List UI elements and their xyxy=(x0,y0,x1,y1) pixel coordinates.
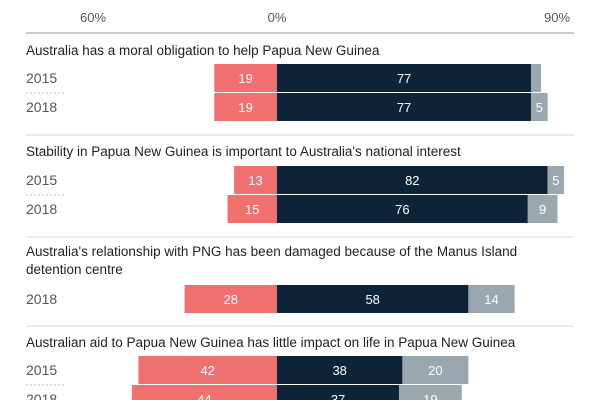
bar-label-agree: 58 xyxy=(365,292,379,307)
bar-label-disagree: 19 xyxy=(238,100,252,115)
year-label: 2018 xyxy=(26,291,57,307)
bar-label-disagree: 15 xyxy=(245,202,259,217)
question-title: Stability in Papua New Guinea is importa… xyxy=(26,144,461,159)
bar-label-disagree: 28 xyxy=(224,292,238,307)
bar-agree xyxy=(277,64,532,92)
bar-neither xyxy=(531,64,541,92)
bar-neither xyxy=(468,285,515,313)
bar-agree xyxy=(277,285,469,313)
year-label: 2015 xyxy=(26,362,57,378)
bar-label-agree: 38 xyxy=(332,363,346,378)
bar-agree xyxy=(277,93,532,121)
bar-label-neither: 19 xyxy=(423,392,437,400)
x-tick-label: 90% xyxy=(544,10,570,25)
bar-label-agree: 77 xyxy=(397,71,411,86)
bar-label-disagree: 42 xyxy=(200,363,214,378)
bar-label-disagree: 19 xyxy=(238,71,252,86)
question-title: Australia has a moral obligation to help… xyxy=(26,43,380,58)
bar-agree xyxy=(277,385,400,400)
bar-neither xyxy=(399,385,462,400)
bar-agree xyxy=(277,166,548,194)
question-title: Australia's relationship with PNG has be… xyxy=(26,244,517,259)
bar-agree xyxy=(277,195,528,223)
bar-label-agree: 82 xyxy=(405,173,419,188)
bar-label-neither: 5 xyxy=(552,173,559,188)
year-label: 2018 xyxy=(26,201,57,217)
bar-label-neither: 20 xyxy=(428,363,442,378)
bar-label-disagree: 13 xyxy=(248,173,262,188)
bar-agree xyxy=(277,356,403,384)
bar-disagree xyxy=(227,195,277,223)
bar-label-agree: 76 xyxy=(395,202,409,217)
bar-neither xyxy=(547,166,565,194)
bar-neither xyxy=(402,356,469,384)
bar-label-neither: 5 xyxy=(536,100,543,115)
bar-disagree xyxy=(214,93,277,121)
year-label: 2015 xyxy=(26,70,57,86)
bar-neither xyxy=(531,93,548,121)
bar-disagree xyxy=(214,64,277,92)
bar-disagree xyxy=(234,166,277,194)
x-tick-label: 0% xyxy=(268,10,287,25)
bar-disagree xyxy=(184,285,277,313)
bar-label-disagree: 44 xyxy=(197,392,211,400)
question-title: detention centre xyxy=(26,262,123,277)
question-title: Australian aid to Papua New Guinea has l… xyxy=(26,335,516,350)
bar-label-agree: 37 xyxy=(331,392,345,400)
year-label: 2018 xyxy=(26,391,57,400)
year-label: 2015 xyxy=(26,172,57,188)
bar-disagree xyxy=(131,385,277,400)
x-tick-label: 60% xyxy=(80,10,106,25)
year-label: 2018 xyxy=(26,99,57,115)
bar-label-agree: 77 xyxy=(397,100,411,115)
bar-label-neither: 9 xyxy=(539,202,546,217)
bar-neither xyxy=(527,195,558,223)
bar-label-neither: 14 xyxy=(484,292,498,307)
bar-disagree xyxy=(138,356,277,384)
